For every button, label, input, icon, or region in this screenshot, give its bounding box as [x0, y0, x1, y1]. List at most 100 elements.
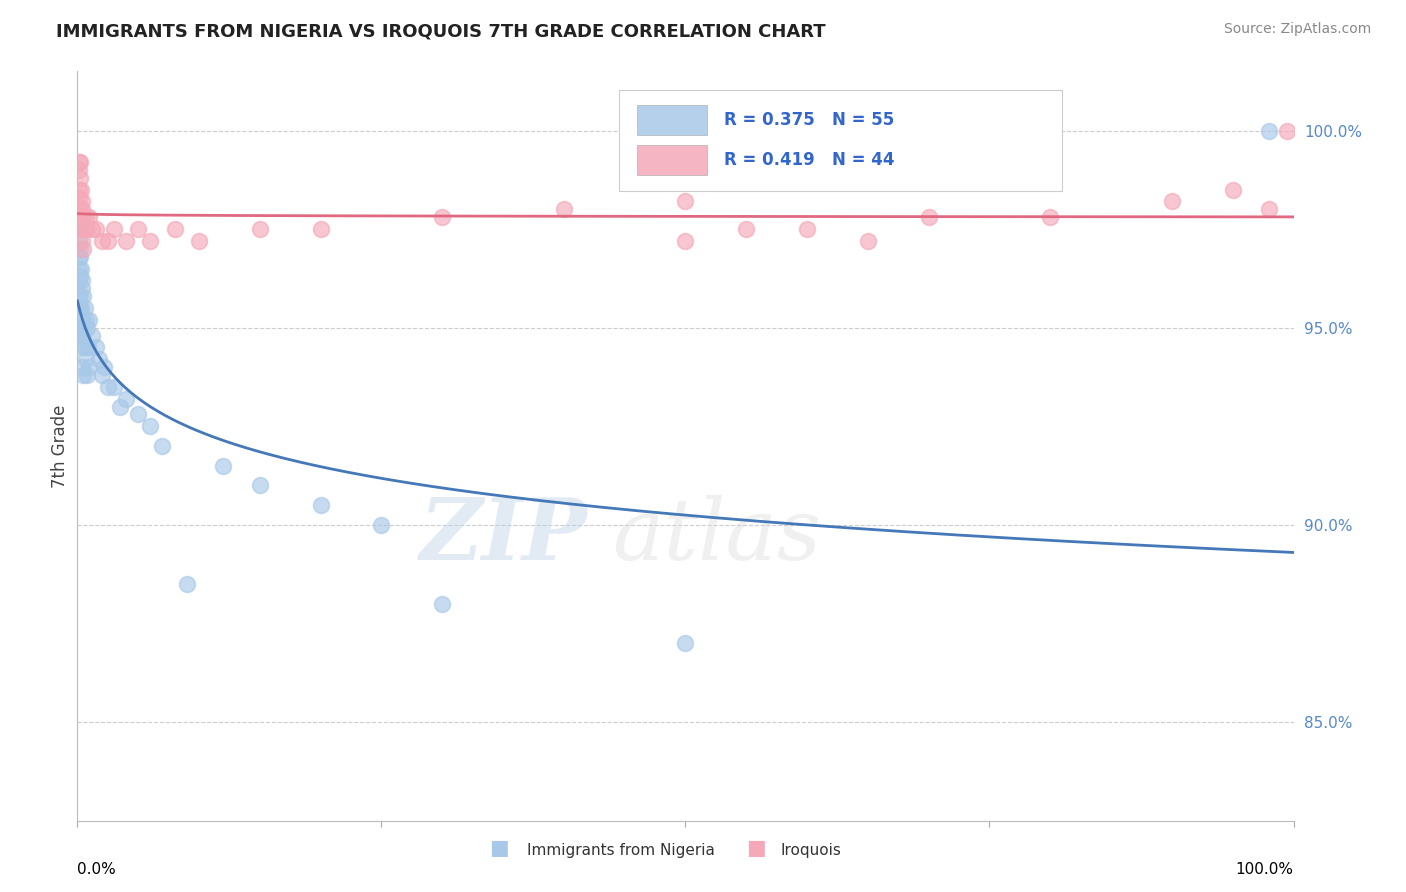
Point	[1039, 211, 1062, 225]
Point	[90, 234, 112, 248]
Point	[249, 222, 271, 236]
Text: Source: ZipAtlas.com: Source: ZipAtlas.com	[1223, 22, 1371, 37]
Point	[67, 289, 90, 303]
Point	[69, 155, 91, 169]
Point	[69, 250, 91, 264]
Point	[70, 301, 93, 315]
Point	[69, 202, 91, 217]
Point	[72, 328, 94, 343]
Point	[76, 222, 98, 236]
Point	[735, 222, 758, 236]
Point	[70, 202, 93, 217]
Point	[69, 289, 91, 303]
Point	[93, 360, 115, 375]
Point	[73, 301, 96, 315]
Point	[796, 222, 818, 236]
Point	[90, 368, 112, 382]
Point	[1277, 123, 1299, 137]
Point	[72, 242, 94, 256]
Point	[370, 517, 392, 532]
Point	[70, 183, 93, 197]
Point	[249, 478, 271, 492]
Point	[115, 392, 138, 406]
Point	[67, 222, 90, 236]
Point	[856, 234, 879, 248]
Point	[432, 211, 454, 225]
Point	[918, 211, 941, 225]
Point	[79, 360, 101, 375]
Point	[1161, 194, 1184, 209]
Point	[432, 597, 454, 611]
Point	[69, 211, 91, 225]
Point	[69, 170, 91, 185]
Point	[79, 313, 101, 327]
Point	[70, 273, 93, 287]
Point	[1258, 202, 1281, 217]
Point	[67, 328, 90, 343]
Point	[152, 439, 174, 453]
Point	[72, 211, 94, 225]
Point	[675, 234, 697, 248]
Point	[69, 269, 91, 284]
Point	[67, 155, 90, 169]
Point	[1222, 183, 1244, 197]
Text: atlas: atlas	[613, 494, 821, 577]
Point	[67, 163, 90, 178]
Point	[212, 458, 235, 473]
FancyBboxPatch shape	[619, 90, 1063, 191]
Point	[127, 408, 149, 422]
Text: R = 0.419   N = 44: R = 0.419 N = 44	[724, 151, 894, 169]
Point	[72, 289, 94, 303]
Point	[70, 320, 93, 334]
Point	[70, 222, 93, 236]
Point	[70, 281, 93, 295]
Point	[70, 194, 93, 209]
Point	[69, 242, 91, 256]
Point	[127, 222, 149, 236]
Point	[70, 261, 93, 276]
Point	[188, 234, 211, 248]
Point	[163, 222, 186, 236]
Point	[67, 183, 90, 197]
Point	[80, 328, 103, 343]
Point	[79, 211, 101, 225]
FancyBboxPatch shape	[637, 145, 707, 175]
Point	[103, 380, 125, 394]
Point	[75, 211, 97, 225]
FancyBboxPatch shape	[637, 105, 707, 135]
Point	[84, 340, 107, 354]
Point	[108, 400, 131, 414]
Text: 100.0%: 100.0%	[1236, 862, 1294, 877]
Point	[77, 340, 100, 354]
Text: ZIP: ZIP	[420, 494, 588, 578]
Text: R = 0.375   N = 55: R = 0.375 N = 55	[724, 112, 894, 129]
Point	[553, 202, 575, 217]
Point	[70, 340, 93, 354]
Point	[67, 261, 90, 276]
Point	[75, 352, 97, 367]
Point	[67, 190, 90, 204]
Point	[67, 320, 90, 334]
Point	[73, 222, 96, 236]
Point	[97, 234, 120, 248]
Point	[115, 234, 138, 248]
Y-axis label: 7th Grade: 7th Grade	[51, 404, 69, 488]
Text: 0.0%: 0.0%	[77, 862, 117, 877]
Point	[69, 328, 91, 343]
Point	[89, 352, 111, 367]
Point	[67, 273, 90, 287]
Point	[76, 368, 98, 382]
Point	[67, 250, 90, 264]
Point	[309, 222, 332, 236]
Point	[69, 301, 91, 315]
Text: ■: ■	[747, 838, 766, 858]
Point	[1258, 123, 1281, 137]
Text: Iroquois: Iroquois	[780, 843, 841, 858]
Point	[139, 419, 162, 434]
Point	[80, 222, 103, 236]
Point	[70, 234, 93, 248]
Point	[84, 222, 107, 236]
Point	[76, 320, 98, 334]
Point	[72, 368, 94, 382]
Point	[309, 498, 332, 512]
